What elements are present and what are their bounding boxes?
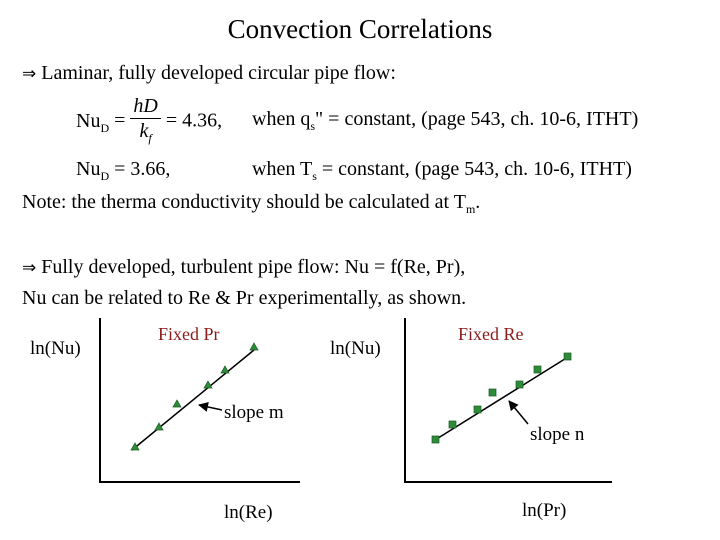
right-legend-fixed-re: Fixed Re <box>458 324 524 344</box>
implies-arrow-icon: ⇒ <box>22 64 37 84</box>
eq1-condition: when qs" = constant, (page 543, ch. 10-6… <box>252 108 639 133</box>
eq1-denominator: kf <box>139 120 152 145</box>
right-plot-axes <box>404 318 612 483</box>
data-point-square <box>515 380 524 389</box>
eq1-numerator: hD <box>130 94 161 119</box>
slope-n-arrow <box>508 400 529 425</box>
eq1-value: = 4.36, <box>165 109 223 132</box>
slide-title: Convection Correlations <box>227 14 493 44</box>
left-legend-fixed-pr: Fixed Pr <box>158 324 220 344</box>
eq2-condition: when Ts = constant, (page 543, ch. 10-6,… <box>252 158 632 183</box>
plot-pr-dependence: ln(Nu) Fixed Re slope n ln(Pr) <box>330 318 612 521</box>
data-point-square <box>431 435 440 444</box>
nusselt-equation-constant-temp: NuD = 3.66, <box>76 158 171 183</box>
eq1-fraction: hD kf <box>130 94 161 150</box>
turbulent-explanation: Nu can be related to Re & Pr experimenta… <box>22 287 467 309</box>
left-trend-line <box>131 349 255 451</box>
left-plot-axes <box>99 318 300 483</box>
laminar-heading: Laminar, fully developed circular pipe f… <box>41 62 396 84</box>
right-x-axis-label: ln(Pr) <box>522 500 566 521</box>
left-data-points <box>130 342 259 451</box>
left-x-axis-label: ln(Re) <box>224 502 273 523</box>
plot-re-dependence: ln(Nu) Fixed Pr slope m ln(Re) <box>30 318 300 523</box>
data-point-triangle <box>220 365 230 374</box>
slope-m-arrow <box>198 402 223 412</box>
right-trend-line <box>434 356 569 441</box>
right-y-axis-label: ln(Nu) <box>330 338 381 359</box>
laminar-bullet: ⇒ Laminar, fully developed circular pipe… <box>22 62 396 85</box>
data-point-square <box>488 388 497 397</box>
right-data-points <box>431 352 572 444</box>
implies-arrow-icon: ⇒ <box>22 258 37 278</box>
data-point-triangle <box>203 380 213 389</box>
left-y-axis-label: ln(Nu) <box>30 338 81 359</box>
data-point-triangle <box>172 399 182 408</box>
turbulent-bullet: ⇒ Fully developed, turbulent pipe flow: … <box>22 256 465 279</box>
data-point-square <box>448 420 457 429</box>
data-point-triangle <box>249 342 259 351</box>
eq1-lhs: NuD <box>76 109 110 135</box>
eq1-equals: = <box>114 109 126 132</box>
left-slope-annotation: slope m <box>224 402 284 423</box>
right-slope-annotation: slope n <box>530 424 585 445</box>
data-point-triangle <box>154 422 164 431</box>
data-point-square <box>563 352 572 361</box>
data-point-square <box>473 405 482 414</box>
turbulent-heading: Fully developed, turbulent pipe flow: Nu… <box>41 256 466 278</box>
data-point-square <box>533 365 542 374</box>
data-point-triangle <box>130 442 140 451</box>
nusselt-equation-constant-flux: NuD = hD kf = 4.36, <box>76 94 222 150</box>
conductivity-note: Note: the therma conductivity should be … <box>22 191 481 216</box>
